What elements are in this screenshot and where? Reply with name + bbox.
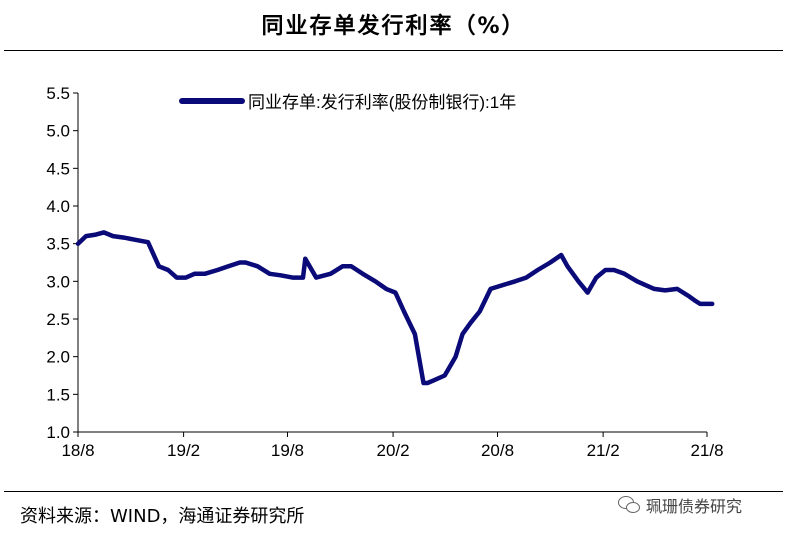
y-tick-label: 4.0 xyxy=(46,197,70,216)
x-tick-label: 18/8 xyxy=(61,441,94,460)
y-tick-label: 4.5 xyxy=(46,159,70,178)
x-tick-label: 19/8 xyxy=(271,441,304,460)
y-tick-label: 1.0 xyxy=(46,423,70,442)
y-tick-label: 1.5 xyxy=(46,385,70,404)
watermark-text: 珮珊债券研究 xyxy=(646,497,743,516)
y-tick-label: 2.0 xyxy=(46,348,70,367)
x-tick-label: 20/8 xyxy=(481,441,514,460)
watermark: 珮珊债券研究 xyxy=(618,493,742,517)
x-tick-label: 19/2 xyxy=(167,441,200,460)
x-tick-label: 21/8 xyxy=(690,441,723,460)
y-tick-label: 2.5 xyxy=(46,310,70,329)
x-tick-label: 21/2 xyxy=(587,441,620,460)
chart-title: 同业存单发行利率（%） xyxy=(261,14,526,39)
chart-axes xyxy=(77,93,707,433)
x-tick-label: 20/2 xyxy=(377,441,410,460)
footer-divider xyxy=(4,491,783,492)
y-tick-label: 3.0 xyxy=(46,272,70,291)
chart-ticks: 1.0 1.5 2.0 2.5 3.0 3.5 4.0 4.5 5.0 5.5 18/8 19/2 19… xyxy=(46,84,723,460)
chart-legend: 同业存单:发行利率(股份制银行):1年 xyxy=(179,93,516,112)
y-tick-label: 5.5 xyxy=(46,84,70,103)
series-line xyxy=(75,230,715,386)
title-divider xyxy=(4,50,783,51)
legend-label: 同业存单:发行利率(股份制银行):1年 xyxy=(248,93,516,112)
y-tick-label: 5.0 xyxy=(46,122,70,141)
y-tick-label: 3.5 xyxy=(46,235,70,254)
line-chart: 1.0 1.5 2.0 2.5 3.0 3.5 4.0 4.5 5.0 5.5 18/8 19/2 19… xyxy=(46,84,723,460)
source-note: 资料来源：WIND，海通证券研究所 xyxy=(20,506,305,527)
chart-plot xyxy=(75,230,715,386)
wechat-icon xyxy=(618,496,640,514)
